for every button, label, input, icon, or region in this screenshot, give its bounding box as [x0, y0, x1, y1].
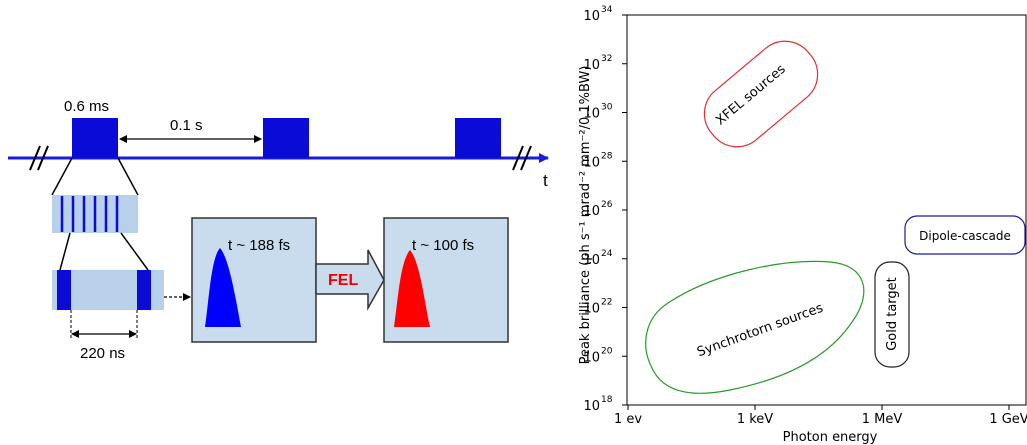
plot-frame	[626, 14, 1027, 406]
y-axis-label: Peak brilliance (ph s⁻¹ mrad⁻² mm⁻²/0.1%…	[578, 66, 593, 365]
zoom-line-2-left	[59, 232, 71, 271]
region-xfel-label: XFEL sources	[713, 62, 789, 129]
y-tick-exponent: 24	[601, 249, 613, 259]
zoom-line-right	[117, 157, 139, 196]
x-axis-label: Photon energy	[783, 430, 878, 445]
y-tick-label: 10	[583, 107, 600, 122]
y-tick-label: 10	[583, 58, 600, 73]
y-tick-label: 10	[583, 9, 600, 24]
y-tick-label: 10	[583, 350, 600, 365]
y-tick-exponent: 34	[601, 5, 613, 15]
y-tick-exponent: 20	[601, 346, 613, 356]
zoom-line-2-right	[120, 232, 149, 271]
bunch-train	[52, 195, 138, 233]
macro-pulse-length-label: 0.6 ms	[64, 98, 109, 115]
output-pulse-shape	[394, 250, 430, 327]
axis-break-right	[512, 145, 532, 171]
x-tick-label: 1 ev	[614, 412, 642, 427]
x-tick-label: 1 GeV	[989, 412, 1027, 427]
input-pulse-shape	[205, 248, 241, 327]
region-dipole-cascade: Dipole-cascade	[904, 215, 1026, 255]
output-bunch-length-label: t ~ 100 fs	[412, 237, 474, 254]
y-tick-exponent: 32	[601, 54, 612, 64]
period-label: 0.1 s	[170, 117, 203, 134]
fel-arrow	[315, 249, 385, 311]
y-tick-label: 10	[583, 155, 600, 170]
y-tick-label: 10	[583, 302, 600, 317]
region-dipole-cascade-label: Dipole-cascade	[919, 229, 1011, 243]
y-tick-exponent: 18	[601, 395, 613, 405]
axis-break-left	[29, 145, 49, 171]
y-tick-exponent: 30	[601, 103, 613, 113]
input-bunch-length-label: t ~ 188 fs	[228, 237, 290, 254]
x-tick-label: 1 keV	[737, 412, 773, 427]
y-tick-label: 10	[583, 399, 600, 414]
bunch-spacing-label: 220 ns	[80, 345, 125, 362]
region-synchrotron: Synchrotorn sources	[645, 260, 865, 394]
time-axis-label: t	[543, 171, 548, 190]
y-tick-exponent: 26	[601, 200, 613, 210]
y-tick-label: 10	[583, 204, 600, 219]
macro-pulse-1	[72, 118, 118, 158]
timing-diagram: t 0.6 ms 0.1 s	[8, 98, 549, 362]
fel-label: FEL	[328, 272, 358, 289]
zoom-line-left	[51, 157, 73, 196]
region-synchrotron-label: Synchrotorn sources	[695, 301, 825, 361]
y-tick-exponent: 28	[601, 151, 613, 161]
bunch-pair	[52, 270, 164, 310]
region-gold-target-label: Gold target	[885, 277, 900, 351]
macro-pulse-2	[263, 118, 309, 158]
y-tick-label: 10	[583, 253, 600, 268]
x-tick-label: 1 MeV	[862, 412, 903, 427]
x-axis-ticks: 1 ev 1 keV 1 MeV 1 GeV	[614, 405, 1027, 427]
region-gold-target: Gold target	[874, 261, 910, 368]
macro-pulse-3	[455, 118, 501, 158]
y-tick-exponent: 22	[601, 298, 612, 308]
region-xfel: XFEL sources	[703, 40, 819, 148]
